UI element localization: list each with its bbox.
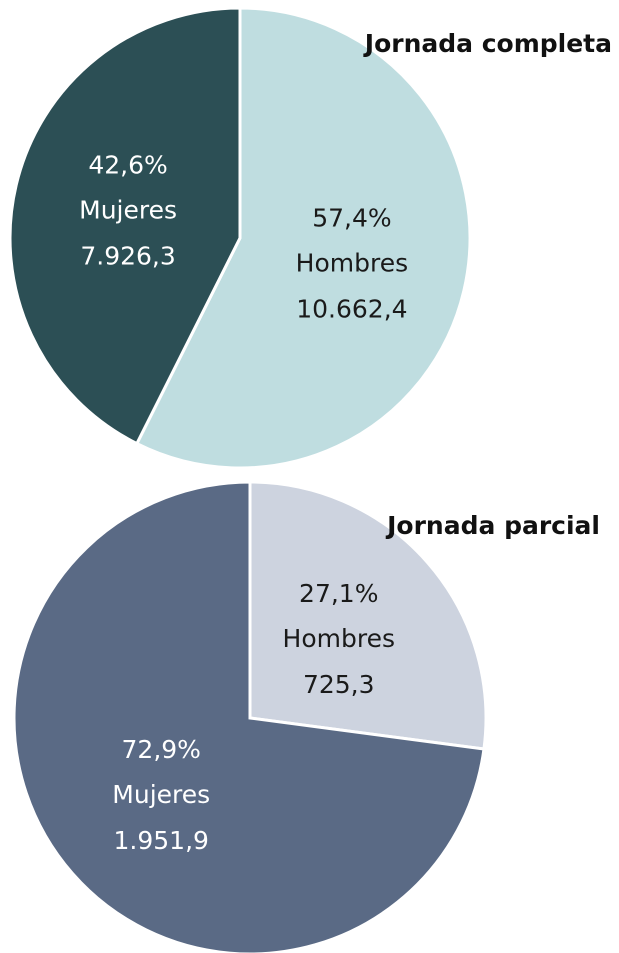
data-label: 72,9% — [122, 735, 201, 764]
pie-chart: 27,1% Hombres 725,3 72,9% Mujeres 1.951,9 — [12, 480, 488, 953]
pie-slice — [248, 480, 488, 751]
category-label: Mujeres — [79, 196, 177, 225]
category-label: Hombres — [296, 248, 408, 277]
category-label: Hombres — [283, 624, 395, 653]
pie-slice — [134, 6, 472, 470]
count-label: 10.662,4 — [296, 294, 407, 323]
category-label: Mujeres — [112, 780, 210, 809]
chart-title: Jornada completa — [363, 29, 612, 58]
pie-slice — [12, 480, 486, 953]
pie-slice — [8, 6, 242, 446]
count-label: 725,3 — [303, 670, 375, 699]
count-label: 7.926,3 — [80, 242, 175, 271]
pie-chart: 57,4% Hombres 10.662,4 42,6% Mujeres 7.926,3 — [8, 6, 472, 470]
chart-title: Jornada parcial — [385, 511, 600, 540]
data-label: 27,1% — [299, 579, 378, 608]
data-label: 42,6% — [88, 151, 167, 180]
count-label: 1.951,9 — [114, 826, 209, 855]
data-label: 57,4% — [312, 203, 391, 232]
